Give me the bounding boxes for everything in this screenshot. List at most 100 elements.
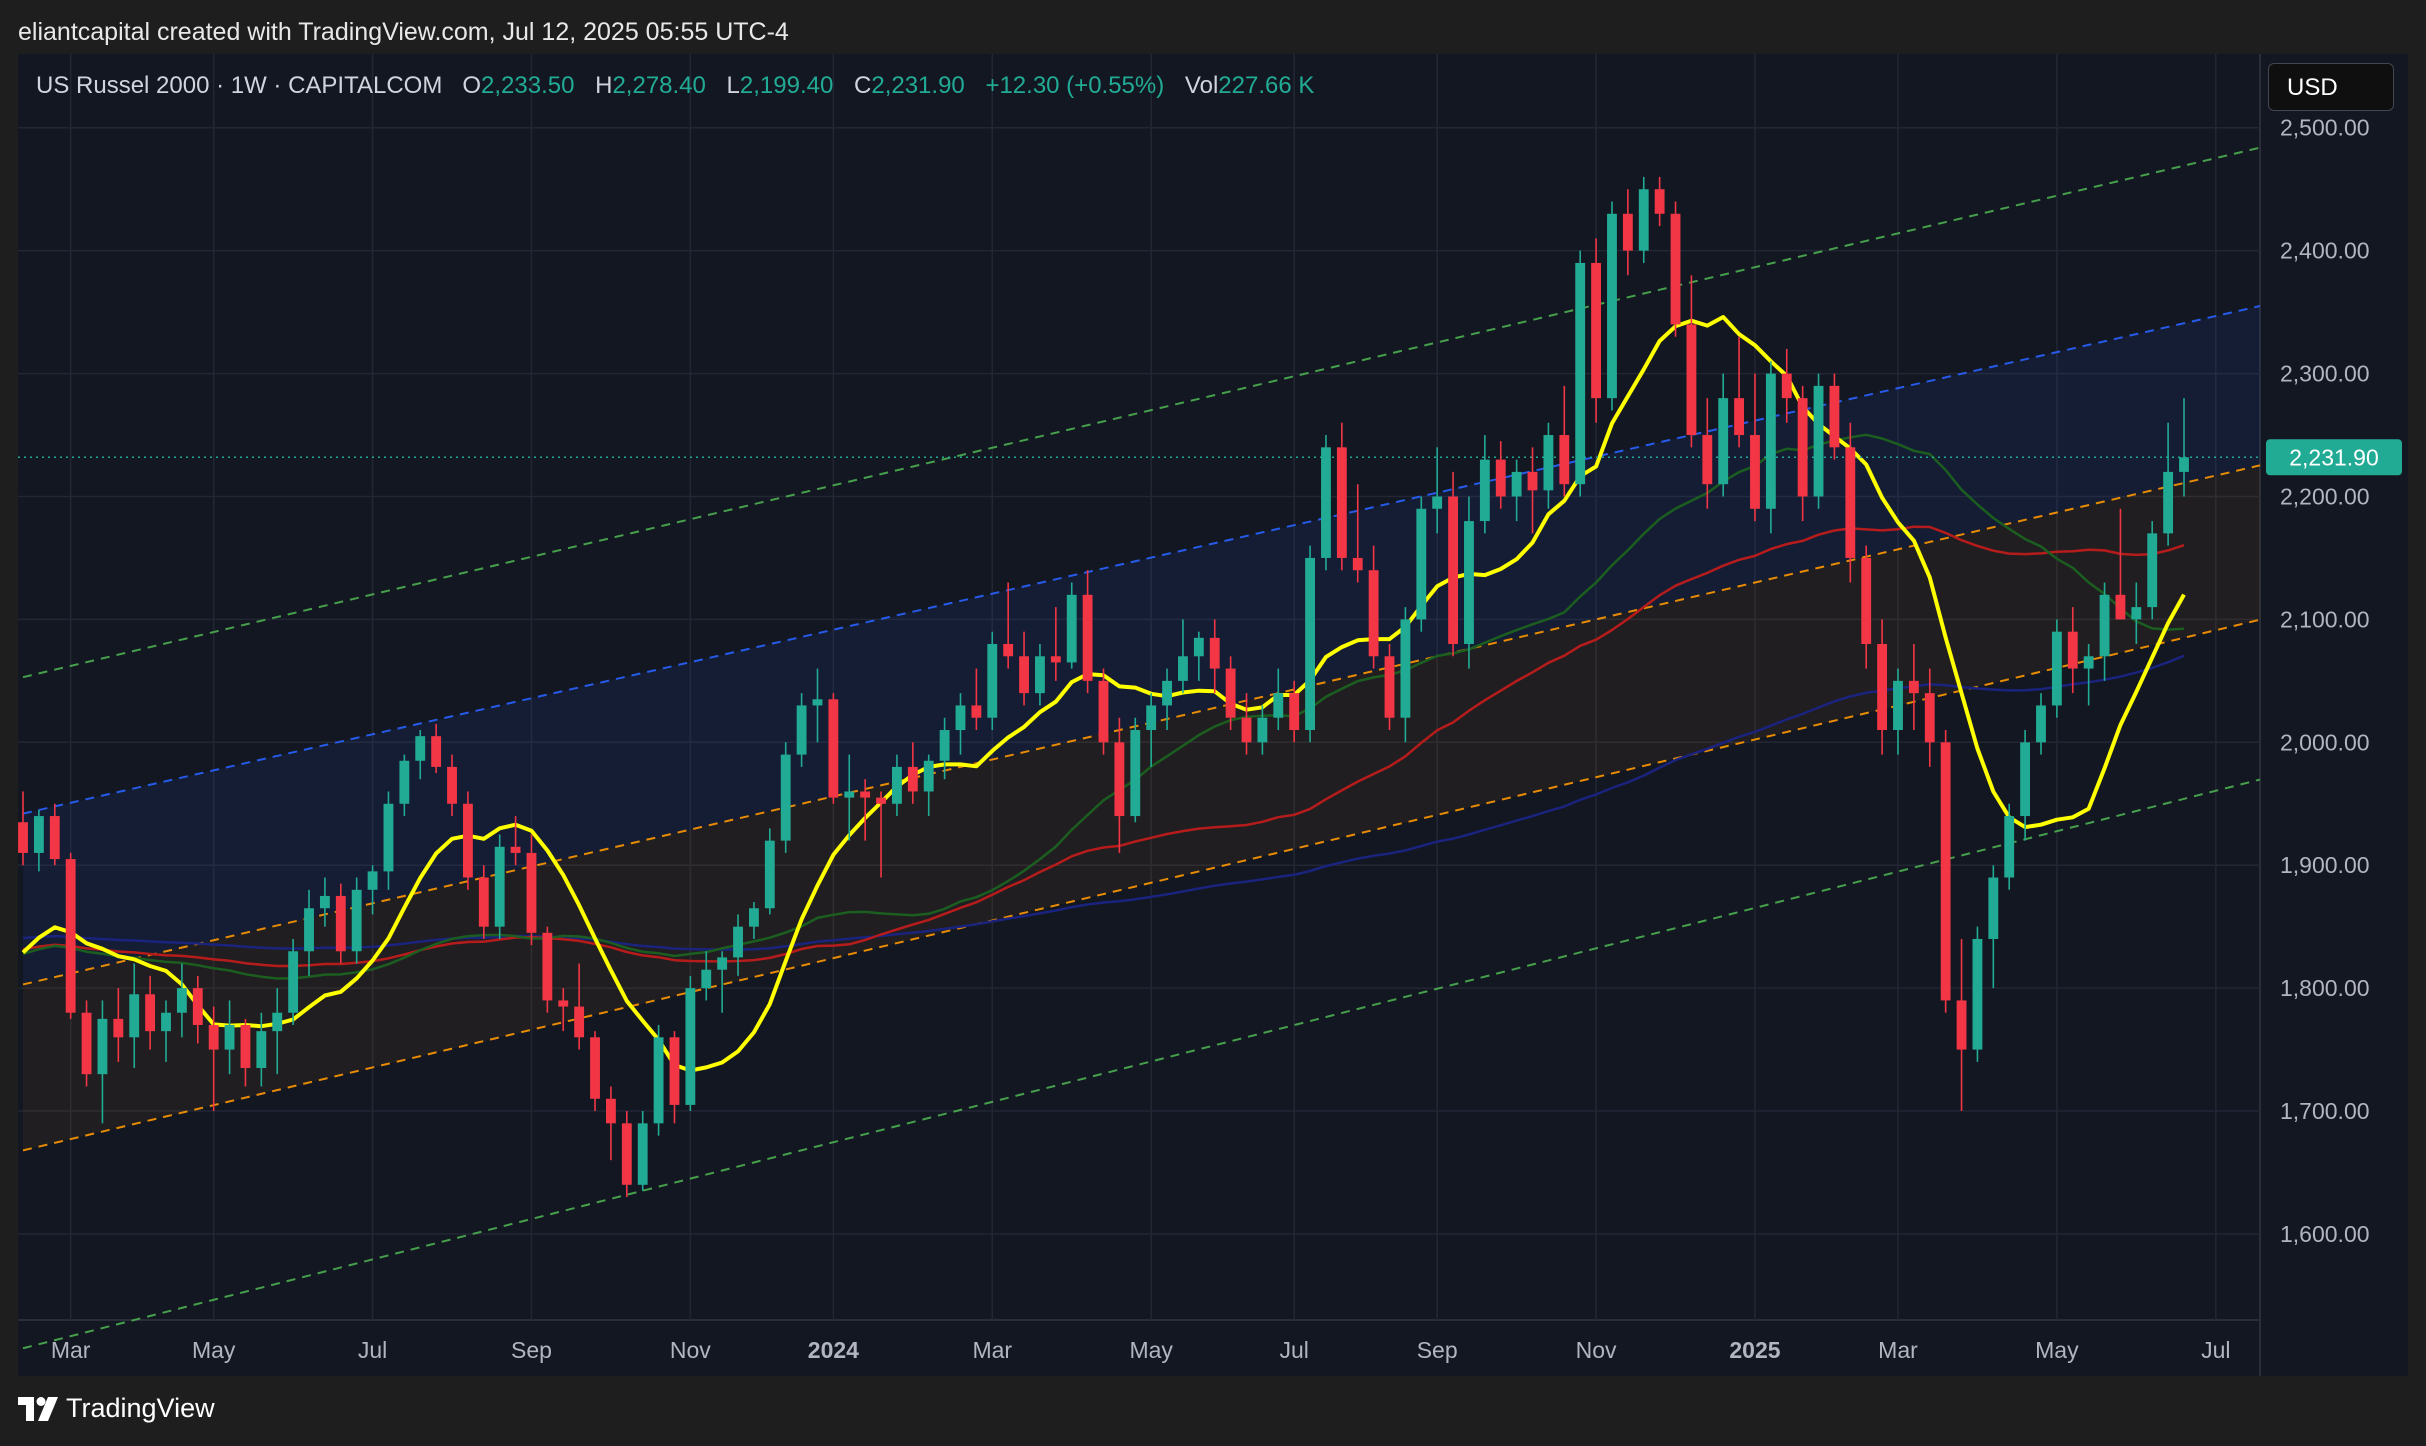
- candle-body: [1066, 594, 1077, 663]
- time-axis-label: Mar: [972, 1337, 1012, 1363]
- chart-area[interactable]: 2,500.00 2,400.00 2,300.00 2,200.00 2,100.00…: [18, 54, 2408, 1376]
- last-price-tag: [2266, 439, 2402, 476]
- price-axis-label: 1,600.00: [2280, 1221, 2370, 1247]
- candle-body: [1400, 619, 1411, 718]
- price-axis-label: 2,400.00: [2280, 238, 2370, 264]
- candle-body: [876, 797, 886, 804]
- candle-body: [113, 1018, 124, 1038]
- candle-body: [685, 988, 696, 1105]
- candle-body: [1956, 1000, 1967, 1050]
- candle-body: [1750, 435, 1760, 509]
- volume-label: Vol: [1184, 72, 1219, 99]
- time-axis-label: Jul: [1279, 1337, 1308, 1363]
- candle-body: [2115, 594, 2126, 620]
- symbol-label[interactable]: US Russel 2000 · 1W · CAPITALCOM: [36, 72, 443, 99]
- candle-body: [1432, 496, 1443, 509]
- candle-body: [415, 736, 426, 761]
- candle-body: [256, 1031, 267, 1069]
- tradingview-logo[interactable]: TradingView: [18, 1393, 215, 1424]
- candle-body: [1670, 213, 1681, 325]
- time-axis-label: Mar: [1878, 1337, 1918, 1363]
- candle-body: [1591, 262, 1602, 399]
- candle-body: [1368, 570, 1379, 657]
- candle-body: [2147, 533, 2158, 608]
- candle-body: [1622, 213, 1633, 251]
- price-axis-label: 1,900.00: [2280, 852, 2370, 878]
- high-value: 2,278.40: [612, 72, 706, 99]
- candle-body: [351, 889, 362, 952]
- candle-body: [1702, 435, 1713, 485]
- candle-body: [1178, 656, 1188, 681]
- candle-body: [176, 988, 187, 1013]
- tradingview-brand-label: TradingView: [66, 1393, 215, 1423]
- candle-body: [1479, 459, 1490, 522]
- candle-body: [510, 846, 521, 853]
- candle-body: [1289, 693, 1300, 731]
- price-axis-label: 1,700.00: [2280, 1098, 2370, 1124]
- candle-body: [1908, 680, 1919, 694]
- candle-body: [1146, 705, 1157, 731]
- candle-body: [2131, 607, 2142, 620]
- time-axis-label: Sep: [511, 1337, 552, 1363]
- candle-body: [462, 803, 473, 878]
- candle-body: [1273, 693, 1284, 718]
- candle-body: [1384, 656, 1395, 718]
- candle-body: [431, 736, 442, 767]
- candle-body: [1813, 385, 1824, 497]
- candle-body: [81, 1012, 92, 1075]
- candle-body: [2099, 594, 2110, 657]
- candle-body: [2163, 471, 2174, 534]
- candle-body: [1686, 324, 1697, 436]
- time-axis-label: May: [192, 1337, 236, 1363]
- candle-body: [240, 1025, 251, 1069]
- candle-body: [208, 1025, 219, 1050]
- candle-body: [828, 699, 839, 798]
- candle-body: [717, 957, 728, 970]
- candle-body: [526, 852, 537, 933]
- candle-body: [2051, 631, 2062, 706]
- candle-body: [224, 1025, 235, 1050]
- candle-body: [1940, 742, 1951, 1001]
- candle-body: [1972, 938, 1983, 1050]
- candle-body: [1241, 717, 1252, 743]
- time-axis-label: Sep: [1417, 1337, 1458, 1363]
- candle-body: [2083, 656, 2094, 669]
- change-value: +12.30 (+0.55%): [985, 72, 1165, 99]
- candle-body: [1114, 742, 1125, 817]
- candle-body: [907, 766, 918, 792]
- candle-body: [18, 822, 28, 853]
- time-axis-label: May: [1129, 1337, 1173, 1363]
- candle-body: [1082, 594, 1093, 681]
- ohlc-legend: US Russel 2000 · 1W · CAPITALCOM O2,233.…: [36, 72, 1328, 100]
- tradingview-logo-icon: [18, 1396, 58, 1421]
- price-axis-label: 2,500.00: [2280, 115, 2370, 141]
- candle-body: [1448, 496, 1458, 644]
- time-axis-label: Jul: [358, 1337, 387, 1363]
- time-axis-label: 2025: [1729, 1337, 1780, 1363]
- candle-body: [161, 1012, 171, 1032]
- candle-body: [796, 705, 807, 755]
- candle-body: [447, 766, 457, 804]
- candle-body: [860, 791, 871, 798]
- candle-body: [1877, 643, 1888, 731]
- candle-body: [49, 816, 60, 860]
- candle-body: [367, 871, 378, 890]
- candle-body: [1988, 877, 1999, 939]
- currency-button[interactable]: USD: [2268, 63, 2394, 111]
- time-axis-label: Jul: [2201, 1337, 2230, 1363]
- time-axis-label: May: [2035, 1337, 2079, 1363]
- candle-body: [1543, 435, 1554, 491]
- candlestick-chart[interactable]: 2,500.00 2,400.00 2,300.00 2,200.00 2,100.00…: [18, 54, 2408, 1376]
- candle-body: [383, 803, 394, 872]
- candle-body: [621, 1123, 632, 1185]
- candle-body: [605, 1098, 616, 1124]
- candle-body: [1734, 398, 1745, 436]
- candle-body: [478, 877, 489, 927]
- candle-body: [304, 908, 314, 952]
- candle-body: [987, 643, 998, 718]
- candle-body: [1035, 656, 1045, 694]
- candle-body: [1257, 717, 1268, 743]
- candle-body: [1321, 447, 1331, 558]
- candle-body: [2179, 457, 2189, 472]
- candle-body: [590, 1037, 600, 1099]
